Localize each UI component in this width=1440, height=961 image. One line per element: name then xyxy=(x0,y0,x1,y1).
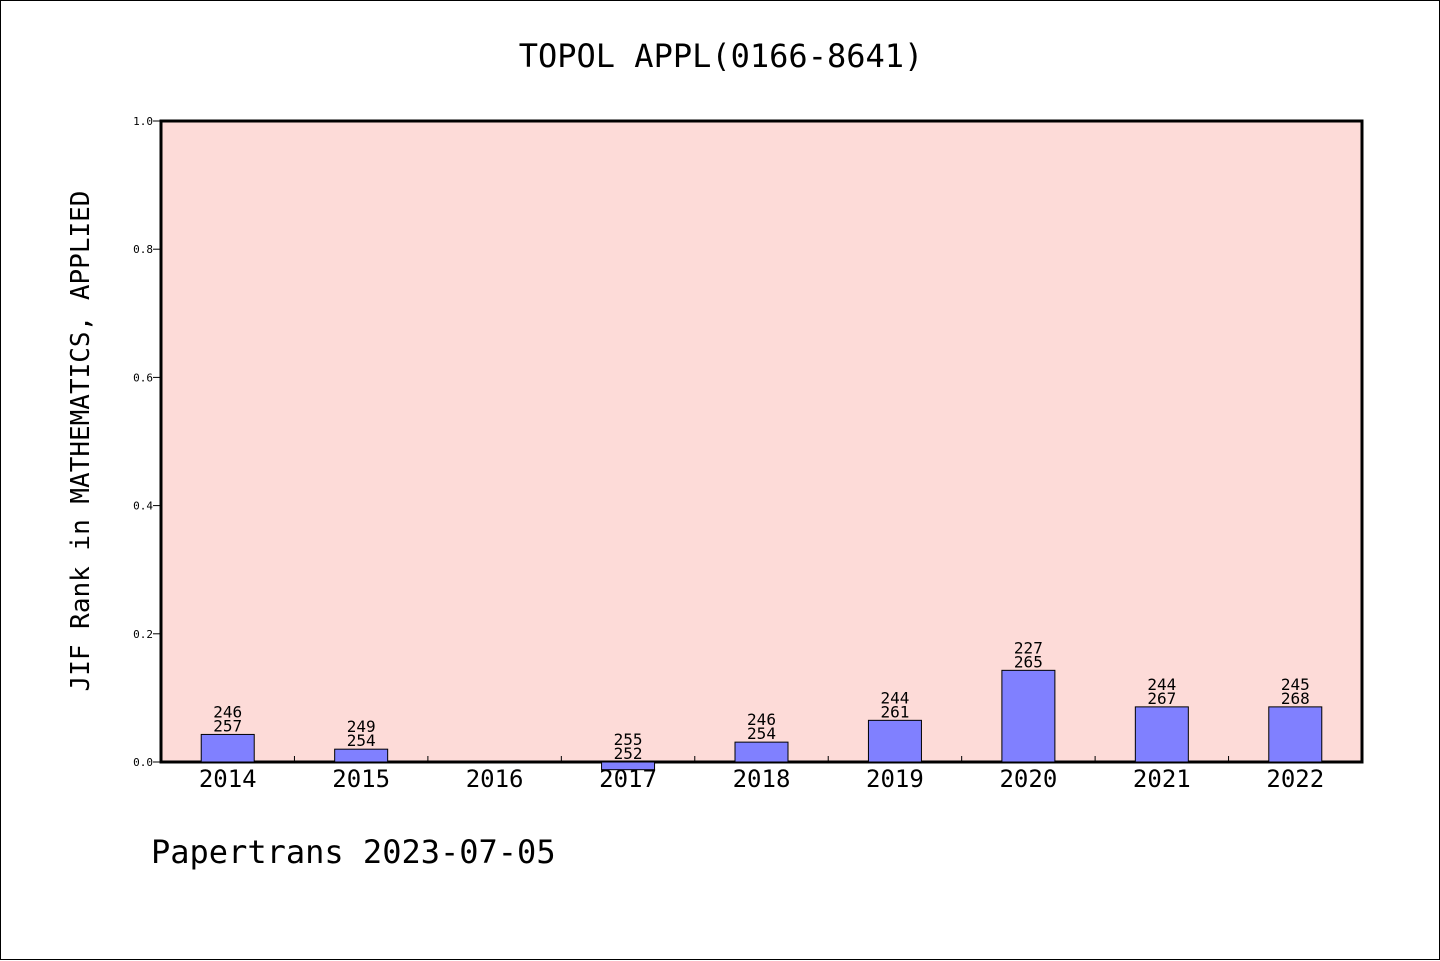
bar-label-total: 257 xyxy=(213,716,242,735)
bar-label-rank: 244 xyxy=(880,688,909,707)
bar xyxy=(601,761,656,771)
bar-label-rank: 249 xyxy=(347,717,376,736)
bar-label-rank: 246 xyxy=(747,710,776,729)
bars xyxy=(200,669,1323,771)
bar-label-rank: 227 xyxy=(1014,638,1043,657)
x-tick-label: 2016 xyxy=(466,765,524,793)
y-tick-label: 0.6 xyxy=(133,371,153,384)
bar-label-rank: 245 xyxy=(1281,675,1310,694)
bar-label-total: 261 xyxy=(880,702,909,721)
y-axis-label: JIF Rank in MATHEMATICS, APPLIED xyxy=(66,191,96,692)
bar xyxy=(734,741,789,763)
bar-label-total: 267 xyxy=(1147,689,1176,708)
y-tick-label: 0.2 xyxy=(133,628,153,641)
footer-text: Papertrans 2023-07-05 xyxy=(151,833,556,871)
x-axis: 2014 2015 2016 2017 2018 2019 2020 2021 2022 xyxy=(199,756,1324,793)
bar xyxy=(867,719,922,763)
bar-label-rank: 246 xyxy=(213,702,242,721)
bar-label-total: 254 xyxy=(347,731,376,750)
bar-label-total: 254 xyxy=(747,724,776,743)
x-tick-label: 2020 xyxy=(999,765,1057,793)
bar-label-total: 268 xyxy=(1281,689,1310,708)
plot-area xyxy=(159,119,1364,764)
x-tick-label: 2014 xyxy=(199,765,257,793)
chart-title: TOPOL APPL(0166-8641) xyxy=(519,37,924,75)
bar xyxy=(1268,706,1323,763)
bar-label-total: 252 xyxy=(614,744,643,763)
y-axis: 0.0 0.2 0.4 0.6 0.8 1.0 xyxy=(133,115,161,769)
bar xyxy=(1001,669,1056,763)
bar xyxy=(1134,706,1189,763)
bar-label-rank: 244 xyxy=(1147,675,1176,694)
y-tick-label: 0.0 xyxy=(133,756,153,769)
x-tick-label: 2018 xyxy=(733,765,791,793)
y-tick-label: 1.0 xyxy=(133,115,153,128)
bar-label-total: 265 xyxy=(1014,652,1043,671)
x-tick-label: 2019 xyxy=(866,765,924,793)
bar xyxy=(200,733,255,763)
bar xyxy=(334,748,389,763)
y-tick-label: 0.8 xyxy=(133,243,153,256)
x-tick-label: 2022 xyxy=(1266,765,1324,793)
x-tick-label: 2015 xyxy=(332,765,390,793)
bar-label-rank: 255 xyxy=(614,730,643,749)
y-tick-label: 0.4 xyxy=(133,500,153,513)
x-tick-label: 2021 xyxy=(1133,765,1191,793)
